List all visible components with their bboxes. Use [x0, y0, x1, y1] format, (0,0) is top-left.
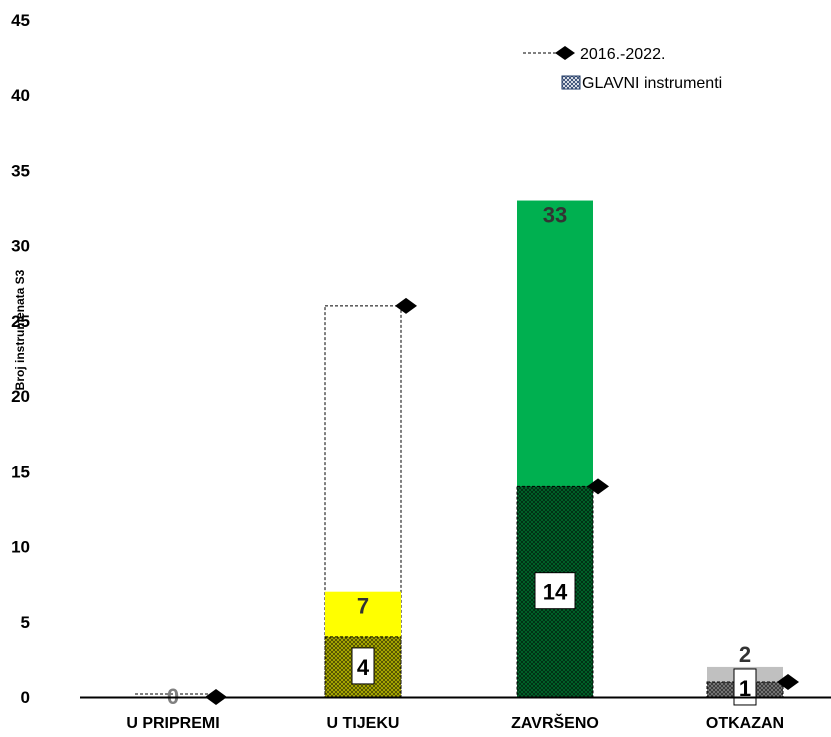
y-tick-label: 0	[21, 688, 30, 707]
legend-diamond-marker	[555, 46, 575, 60]
x-category-label: OTKAZAN	[706, 715, 784, 732]
data-label-box	[351, 647, 375, 685]
y-tick-label: 25	[11, 312, 30, 331]
legend: 2016.-2022. GLAVNI instrumenti	[523, 46, 722, 92]
y-tick-label: 15	[11, 462, 30, 481]
data-label-box	[733, 668, 757, 706]
y-tick-label: 5	[21, 613, 30, 632]
x-category-label: ZAVRŠENO	[511, 713, 599, 732]
data-label-box	[534, 572, 576, 610]
legend-label-series-hatched: GLAVNI instrumenti	[582, 75, 722, 92]
marker-2016-2022	[777, 673, 799, 690]
x-category-label: U PRIPREMI	[126, 715, 219, 732]
marker-2016-2022	[395, 297, 417, 314]
x-category-label: U TIJEKU	[327, 715, 400, 732]
y-tick-label: 35	[11, 161, 30, 180]
data-label-glavni: 14	[543, 580, 568, 605]
data-label-glavni: 4	[357, 655, 370, 680]
y-tick-label: 45	[11, 11, 30, 30]
marker-2016-2022	[587, 478, 609, 495]
data-label-glavni: 1	[739, 676, 751, 701]
y-tick-label: 40	[11, 86, 30, 105]
y-axis-title: Broj instrumenata S3	[13, 269, 27, 390]
legend-label-series-line: 2016.-2022.	[580, 46, 665, 63]
data-label-total: 33	[543, 203, 567, 228]
data-label-total: 2	[739, 642, 751, 667]
legend-hatch-swatch	[561, 75, 581, 90]
data-label-total: 7	[357, 594, 369, 619]
y-tick-label: 30	[11, 237, 30, 256]
y-tick-label: 20	[11, 387, 30, 406]
y-tick-label: 10	[11, 538, 30, 557]
